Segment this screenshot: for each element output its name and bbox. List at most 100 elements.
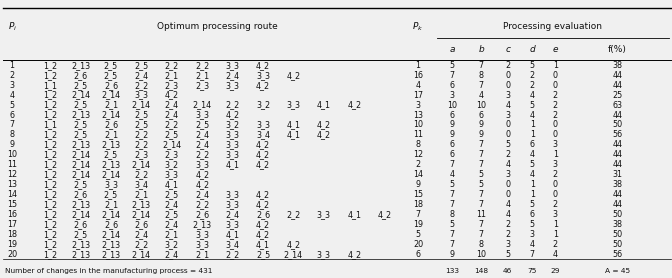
Text: 5: 5 bbox=[450, 61, 454, 70]
Text: 1: 1 bbox=[530, 130, 535, 140]
Text: 3: 3 bbox=[415, 101, 421, 110]
Text: 5: 5 bbox=[530, 220, 535, 229]
Text: 2_3: 2_3 bbox=[195, 81, 209, 90]
Text: 2_14: 2_14 bbox=[71, 160, 90, 169]
Text: 44: 44 bbox=[613, 111, 622, 120]
Text: 4: 4 bbox=[478, 91, 484, 100]
Text: 4: 4 bbox=[530, 91, 535, 100]
Text: 2_6: 2_6 bbox=[134, 220, 149, 229]
Text: 2_14: 2_14 bbox=[284, 250, 303, 259]
Text: 3: 3 bbox=[553, 210, 558, 219]
Text: 4_2: 4_2 bbox=[256, 150, 270, 159]
Text: 2: 2 bbox=[553, 170, 558, 179]
Text: 1: 1 bbox=[553, 150, 558, 159]
Text: 2_4: 2_4 bbox=[134, 230, 149, 239]
Text: 4_2: 4_2 bbox=[195, 180, 209, 189]
Text: 44: 44 bbox=[613, 150, 622, 159]
Text: 2_2: 2_2 bbox=[195, 200, 209, 209]
Text: 13: 13 bbox=[7, 180, 17, 189]
Text: 4: 4 bbox=[530, 170, 535, 179]
Text: d: d bbox=[530, 45, 535, 54]
Text: 1_2: 1_2 bbox=[43, 170, 57, 179]
Text: 2_4: 2_4 bbox=[195, 190, 209, 199]
Text: 0: 0 bbox=[505, 130, 510, 140]
Text: 2_5: 2_5 bbox=[195, 120, 209, 130]
Text: 1: 1 bbox=[530, 120, 535, 130]
Text: 7: 7 bbox=[530, 250, 535, 259]
Text: 3_3: 3_3 bbox=[226, 81, 240, 90]
Text: 1: 1 bbox=[553, 230, 558, 239]
Text: 3_3: 3_3 bbox=[317, 210, 331, 219]
Text: 4_1: 4_1 bbox=[286, 120, 300, 130]
Text: 4_2: 4_2 bbox=[286, 71, 300, 80]
Text: $P_k$: $P_k$ bbox=[413, 20, 423, 33]
Text: 2_2: 2_2 bbox=[195, 61, 209, 70]
Text: 1_2: 1_2 bbox=[43, 71, 57, 80]
Text: 17: 17 bbox=[7, 220, 17, 229]
Text: 2_5: 2_5 bbox=[104, 150, 118, 159]
Text: 3_3: 3_3 bbox=[256, 120, 270, 130]
Text: 2_2: 2_2 bbox=[134, 140, 149, 149]
Text: 3_3: 3_3 bbox=[226, 61, 240, 70]
Text: 7: 7 bbox=[450, 71, 454, 80]
Text: 2_2: 2_2 bbox=[134, 81, 149, 90]
Text: 3_3: 3_3 bbox=[195, 111, 209, 120]
Text: a: a bbox=[449, 45, 455, 54]
Text: 4: 4 bbox=[553, 250, 558, 259]
Text: 2_14: 2_14 bbox=[101, 230, 120, 239]
Text: 3_3: 3_3 bbox=[195, 230, 209, 239]
Text: 2_2: 2_2 bbox=[165, 120, 179, 130]
Text: 29: 29 bbox=[550, 268, 560, 274]
Text: 3: 3 bbox=[9, 81, 15, 90]
Text: 2_2: 2_2 bbox=[226, 250, 240, 259]
Text: 2_13: 2_13 bbox=[71, 240, 90, 249]
Text: 44: 44 bbox=[613, 71, 622, 80]
Text: 2_5: 2_5 bbox=[73, 101, 87, 110]
Text: 4_2: 4_2 bbox=[256, 160, 270, 169]
Text: 2_4: 2_4 bbox=[226, 210, 240, 219]
Text: 12: 12 bbox=[413, 150, 423, 159]
Text: 9: 9 bbox=[9, 140, 15, 149]
Text: 6: 6 bbox=[530, 210, 535, 219]
Text: 2_13: 2_13 bbox=[101, 250, 120, 259]
Text: 2_4: 2_4 bbox=[165, 200, 179, 209]
Text: 3: 3 bbox=[450, 91, 454, 100]
Text: 7: 7 bbox=[478, 220, 484, 229]
Text: 2_13: 2_13 bbox=[71, 61, 90, 70]
Text: 5: 5 bbox=[415, 230, 421, 239]
Text: 19: 19 bbox=[7, 240, 17, 249]
Text: 50: 50 bbox=[612, 230, 623, 239]
Text: 1_2: 1_2 bbox=[43, 150, 57, 159]
Text: 9: 9 bbox=[478, 120, 484, 130]
Text: 2_4: 2_4 bbox=[134, 71, 149, 80]
Text: 2_3: 2_3 bbox=[165, 81, 179, 90]
Text: 6: 6 bbox=[450, 140, 454, 149]
Text: 46: 46 bbox=[503, 268, 512, 274]
Text: 2: 2 bbox=[505, 230, 510, 239]
Text: 1_2: 1_2 bbox=[43, 111, 57, 120]
Text: 2_5: 2_5 bbox=[73, 81, 87, 90]
Text: 3_4: 3_4 bbox=[256, 130, 270, 140]
Text: 1_2: 1_2 bbox=[43, 91, 57, 100]
Text: 0: 0 bbox=[553, 81, 558, 90]
Text: 3_3: 3_3 bbox=[317, 250, 331, 259]
Text: 2_13: 2_13 bbox=[193, 220, 212, 229]
Text: 7: 7 bbox=[478, 230, 484, 239]
Text: 3: 3 bbox=[553, 160, 558, 169]
Text: 4_2: 4_2 bbox=[286, 240, 300, 249]
Text: 2: 2 bbox=[505, 61, 510, 70]
Text: 3_3: 3_3 bbox=[134, 91, 149, 100]
Text: 4_2: 4_2 bbox=[347, 101, 362, 110]
Text: 5: 5 bbox=[530, 61, 535, 70]
Text: 38: 38 bbox=[613, 61, 622, 70]
Text: 2_1: 2_1 bbox=[195, 250, 209, 259]
Text: 5: 5 bbox=[478, 180, 484, 189]
Text: 0: 0 bbox=[553, 71, 558, 80]
Text: 2_13: 2_13 bbox=[71, 140, 90, 149]
Text: 0: 0 bbox=[553, 190, 558, 199]
Text: 4_1: 4_1 bbox=[226, 230, 240, 239]
Text: 8: 8 bbox=[478, 71, 484, 80]
Text: 9: 9 bbox=[450, 130, 454, 140]
Text: 4_1: 4_1 bbox=[317, 101, 331, 110]
Text: 5: 5 bbox=[505, 250, 510, 259]
